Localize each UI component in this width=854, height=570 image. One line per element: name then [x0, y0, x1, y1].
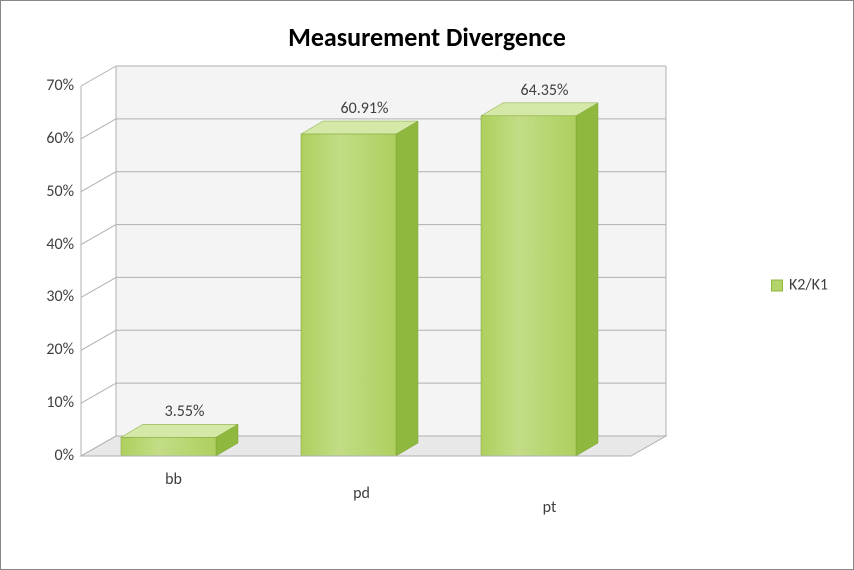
- x-tick-label: pd: [337, 484, 387, 503]
- y-tick-label: 50%: [26, 182, 74, 201]
- data-label: 3.55%: [150, 402, 220, 421]
- x-tick-label: pt: [525, 498, 575, 517]
- data-label: 64.35%: [510, 81, 580, 100]
- y-tick-label: 60%: [26, 129, 74, 148]
- legend-swatch: [771, 279, 783, 291]
- legend: K2/K1: [771, 276, 828, 295]
- chart-container: Measurement Divergence 0% 10% 20% 30% 40% 50%…: [0, 0, 854, 570]
- y-tick-label: 10%: [26, 393, 74, 412]
- x-tick-label: bb: [149, 470, 199, 489]
- legend-label: K2/K1: [789, 276, 828, 295]
- data-label: 60.91%: [330, 99, 400, 118]
- plot-area: [81, 86, 691, 496]
- y-tick-label: 70%: [26, 76, 74, 95]
- y-tick-label: 30%: [26, 287, 74, 306]
- y-tick-label: 20%: [26, 340, 74, 359]
- y-tick-label: 0%: [26, 446, 74, 465]
- chart-title: Measurement Divergence: [1, 1, 853, 53]
- y-tick-label: 40%: [26, 235, 74, 254]
